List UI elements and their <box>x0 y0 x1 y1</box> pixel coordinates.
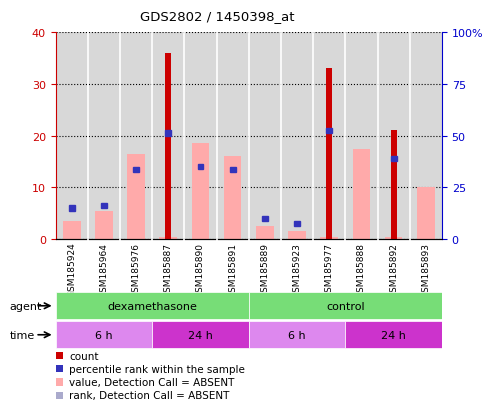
Text: 6 h: 6 h <box>288 330 306 340</box>
Text: GSM185977: GSM185977 <box>325 242 334 297</box>
Text: GSM185976: GSM185976 <box>131 242 141 297</box>
Text: value, Detection Call = ABSENT: value, Detection Call = ABSENT <box>69 377 234 387</box>
Bar <box>327 69 332 240</box>
Bar <box>391 131 397 240</box>
Bar <box>198 165 203 170</box>
Text: GSM185890: GSM185890 <box>196 242 205 297</box>
Text: GSM185888: GSM185888 <box>357 242 366 297</box>
Bar <box>288 232 306 240</box>
Bar <box>63 221 81 240</box>
Bar <box>320 237 338 240</box>
Text: 24 h: 24 h <box>188 330 213 340</box>
Text: time: time <box>10 330 35 340</box>
Bar <box>224 157 242 240</box>
Bar <box>262 216 268 221</box>
Text: 6 h: 6 h <box>95 330 113 340</box>
Text: 24 h: 24 h <box>381 330 406 340</box>
Bar <box>69 206 74 211</box>
Bar <box>249 292 442 320</box>
Bar <box>101 204 107 209</box>
Text: count: count <box>69 351 99 361</box>
Bar <box>327 128 332 134</box>
Text: GSM185893: GSM185893 <box>421 242 430 297</box>
Bar <box>385 237 402 240</box>
Text: percentile rank within the sample: percentile rank within the sample <box>69 364 245 374</box>
Bar <box>192 144 209 240</box>
Bar <box>95 211 113 240</box>
Bar <box>417 188 435 240</box>
Bar <box>159 237 177 240</box>
Text: rank, Detection Call = ABSENT: rank, Detection Call = ABSENT <box>69 390 229 400</box>
Text: control: control <box>326 301 365 311</box>
Bar <box>249 321 345 349</box>
Bar <box>294 221 300 227</box>
Bar <box>133 167 139 173</box>
Bar <box>230 167 236 173</box>
Bar <box>56 321 152 349</box>
Bar <box>353 149 370 240</box>
Bar <box>165 131 171 136</box>
Text: GSM185889: GSM185889 <box>260 242 270 297</box>
Text: dexamethasone: dexamethasone <box>107 301 197 311</box>
Bar <box>56 292 249 320</box>
Bar <box>391 157 397 162</box>
Text: GSM185887: GSM185887 <box>164 242 173 297</box>
Text: GSM185924: GSM185924 <box>67 242 76 297</box>
Text: GSM185923: GSM185923 <box>293 242 301 297</box>
Text: agent: agent <box>10 301 42 311</box>
Bar <box>152 321 249 349</box>
Text: GDS2802 / 1450398_at: GDS2802 / 1450398_at <box>140 10 295 23</box>
Text: GSM185964: GSM185964 <box>99 242 108 297</box>
Bar <box>127 154 145 240</box>
Bar <box>256 227 274 240</box>
Text: GSM185891: GSM185891 <box>228 242 237 297</box>
Bar <box>165 54 171 240</box>
Text: GSM185892: GSM185892 <box>389 242 398 297</box>
Bar <box>345 321 442 349</box>
